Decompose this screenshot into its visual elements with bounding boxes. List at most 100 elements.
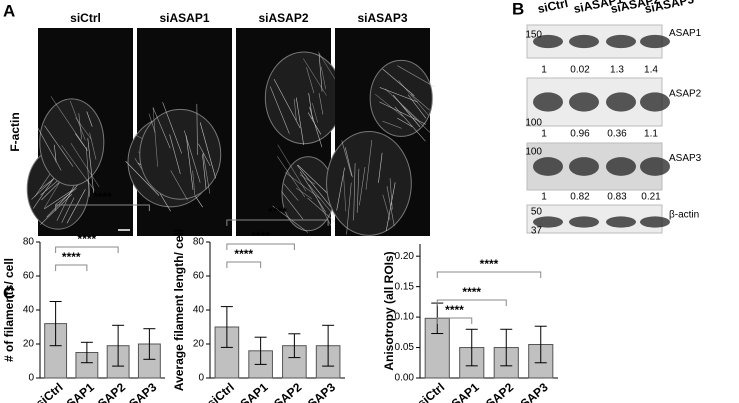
fiber <box>86 147 91 197</box>
fiber <box>44 190 73 210</box>
significance-bracket <box>226 243 295 250</box>
panel-label: C <box>3 283 15 302</box>
y-tick-label: 0 <box>28 373 34 384</box>
mw-marker: 150 <box>525 30 542 41</box>
band <box>606 157 636 176</box>
fiber <box>56 179 78 221</box>
quantification: 0.21 <box>641 192 661 203</box>
fiber <box>379 101 427 125</box>
x-tick-label: siCtrl <box>415 380 448 403</box>
fiber <box>299 174 316 185</box>
significance-label: **** <box>62 250 81 264</box>
cell <box>326 130 412 236</box>
cell <box>139 108 222 200</box>
y-axis-label: # of filaments/ cell <box>2 258 16 362</box>
cell <box>369 59 433 137</box>
fiber <box>344 147 353 178</box>
lane-label: siASAP3 <box>643 0 695 16</box>
y-tick-label: 0.00 <box>395 373 415 384</box>
y-tick-label: 20 <box>193 339 205 350</box>
quantification: 0.02 <box>570 65 590 76</box>
fiber <box>78 113 82 140</box>
fiber <box>54 144 57 163</box>
fiber <box>295 97 304 146</box>
y-tick-label: 0.20 <box>395 251 415 262</box>
band <box>533 216 563 228</box>
y-tick-label: 80 <box>23 237 35 248</box>
fiber <box>44 125 74 167</box>
column-label: siCtrl <box>70 11 101 25</box>
fiber <box>382 120 402 129</box>
fiber <box>89 132 97 160</box>
fiber <box>281 191 304 220</box>
y-tick-label: 20 <box>23 339 35 350</box>
fiber <box>75 117 92 140</box>
column-label: siASAP2 <box>258 11 308 25</box>
fiber <box>397 117 413 127</box>
fiber <box>198 143 211 167</box>
fiber <box>283 183 299 201</box>
fiber <box>185 135 194 190</box>
protein-label: ASAP3 <box>669 153 702 164</box>
fiber <box>55 188 77 205</box>
fiber <box>196 103 198 156</box>
fiber <box>397 65 435 88</box>
fiber <box>41 181 61 201</box>
significance-bracket <box>55 204 150 211</box>
band <box>569 34 599 49</box>
y-tick-label: 0.05 <box>395 342 415 353</box>
fiber <box>318 53 323 92</box>
significance-bracket <box>436 299 507 306</box>
band <box>533 92 563 112</box>
significance-label: **** <box>234 247 253 261</box>
fiber <box>398 80 429 116</box>
significance-bracket <box>436 271 542 278</box>
fiber <box>37 127 62 171</box>
fiber <box>306 67 315 94</box>
x-tick-label: siCtrl <box>33 380 66 403</box>
quantification: 1.4 <box>644 65 658 76</box>
fiber <box>394 106 426 142</box>
cell <box>39 98 105 186</box>
band <box>640 216 670 228</box>
quantification: 0.36 <box>607 129 627 140</box>
lane-label: siCtrl <box>536 0 569 16</box>
significance-label: **** <box>93 190 112 204</box>
fiber <box>152 107 171 149</box>
fiber <box>273 78 301 129</box>
fiber <box>317 51 336 81</box>
band <box>533 157 563 176</box>
column-label: siASAP3 <box>357 11 407 25</box>
mw-marker: 100 <box>525 147 542 158</box>
y-tick-label: 0 <box>198 373 204 384</box>
mw-marker: 100 <box>525 118 542 129</box>
band <box>569 92 599 112</box>
y-tick-label: 40 <box>193 305 205 316</box>
quantification: 1 <box>541 129 547 140</box>
band <box>606 34 636 49</box>
y-tick-label: 0.10 <box>395 312 415 323</box>
fiber <box>343 175 347 212</box>
fiber <box>66 189 86 224</box>
fiber <box>199 122 216 179</box>
significance-label: **** <box>445 303 464 317</box>
fiber <box>389 178 393 210</box>
significance-label: **** <box>78 232 97 246</box>
quantification: 1.3 <box>610 65 624 76</box>
fiber <box>353 163 356 221</box>
fiber <box>336 167 345 211</box>
protein-label: β-actin <box>669 210 699 221</box>
fiber <box>320 66 327 90</box>
fiber <box>169 134 181 174</box>
protein-label: ASAP1 <box>669 28 702 39</box>
y-axis-label: Average filament length/ cell <box>172 229 186 391</box>
fiber <box>87 138 94 193</box>
y-tick-label: 0.15 <box>395 281 415 292</box>
fiber <box>202 154 207 190</box>
fiber <box>312 102 319 123</box>
fiber <box>192 170 196 196</box>
fiber <box>303 58 327 96</box>
fiber <box>384 88 419 121</box>
panel-label: A <box>3 1 15 20</box>
